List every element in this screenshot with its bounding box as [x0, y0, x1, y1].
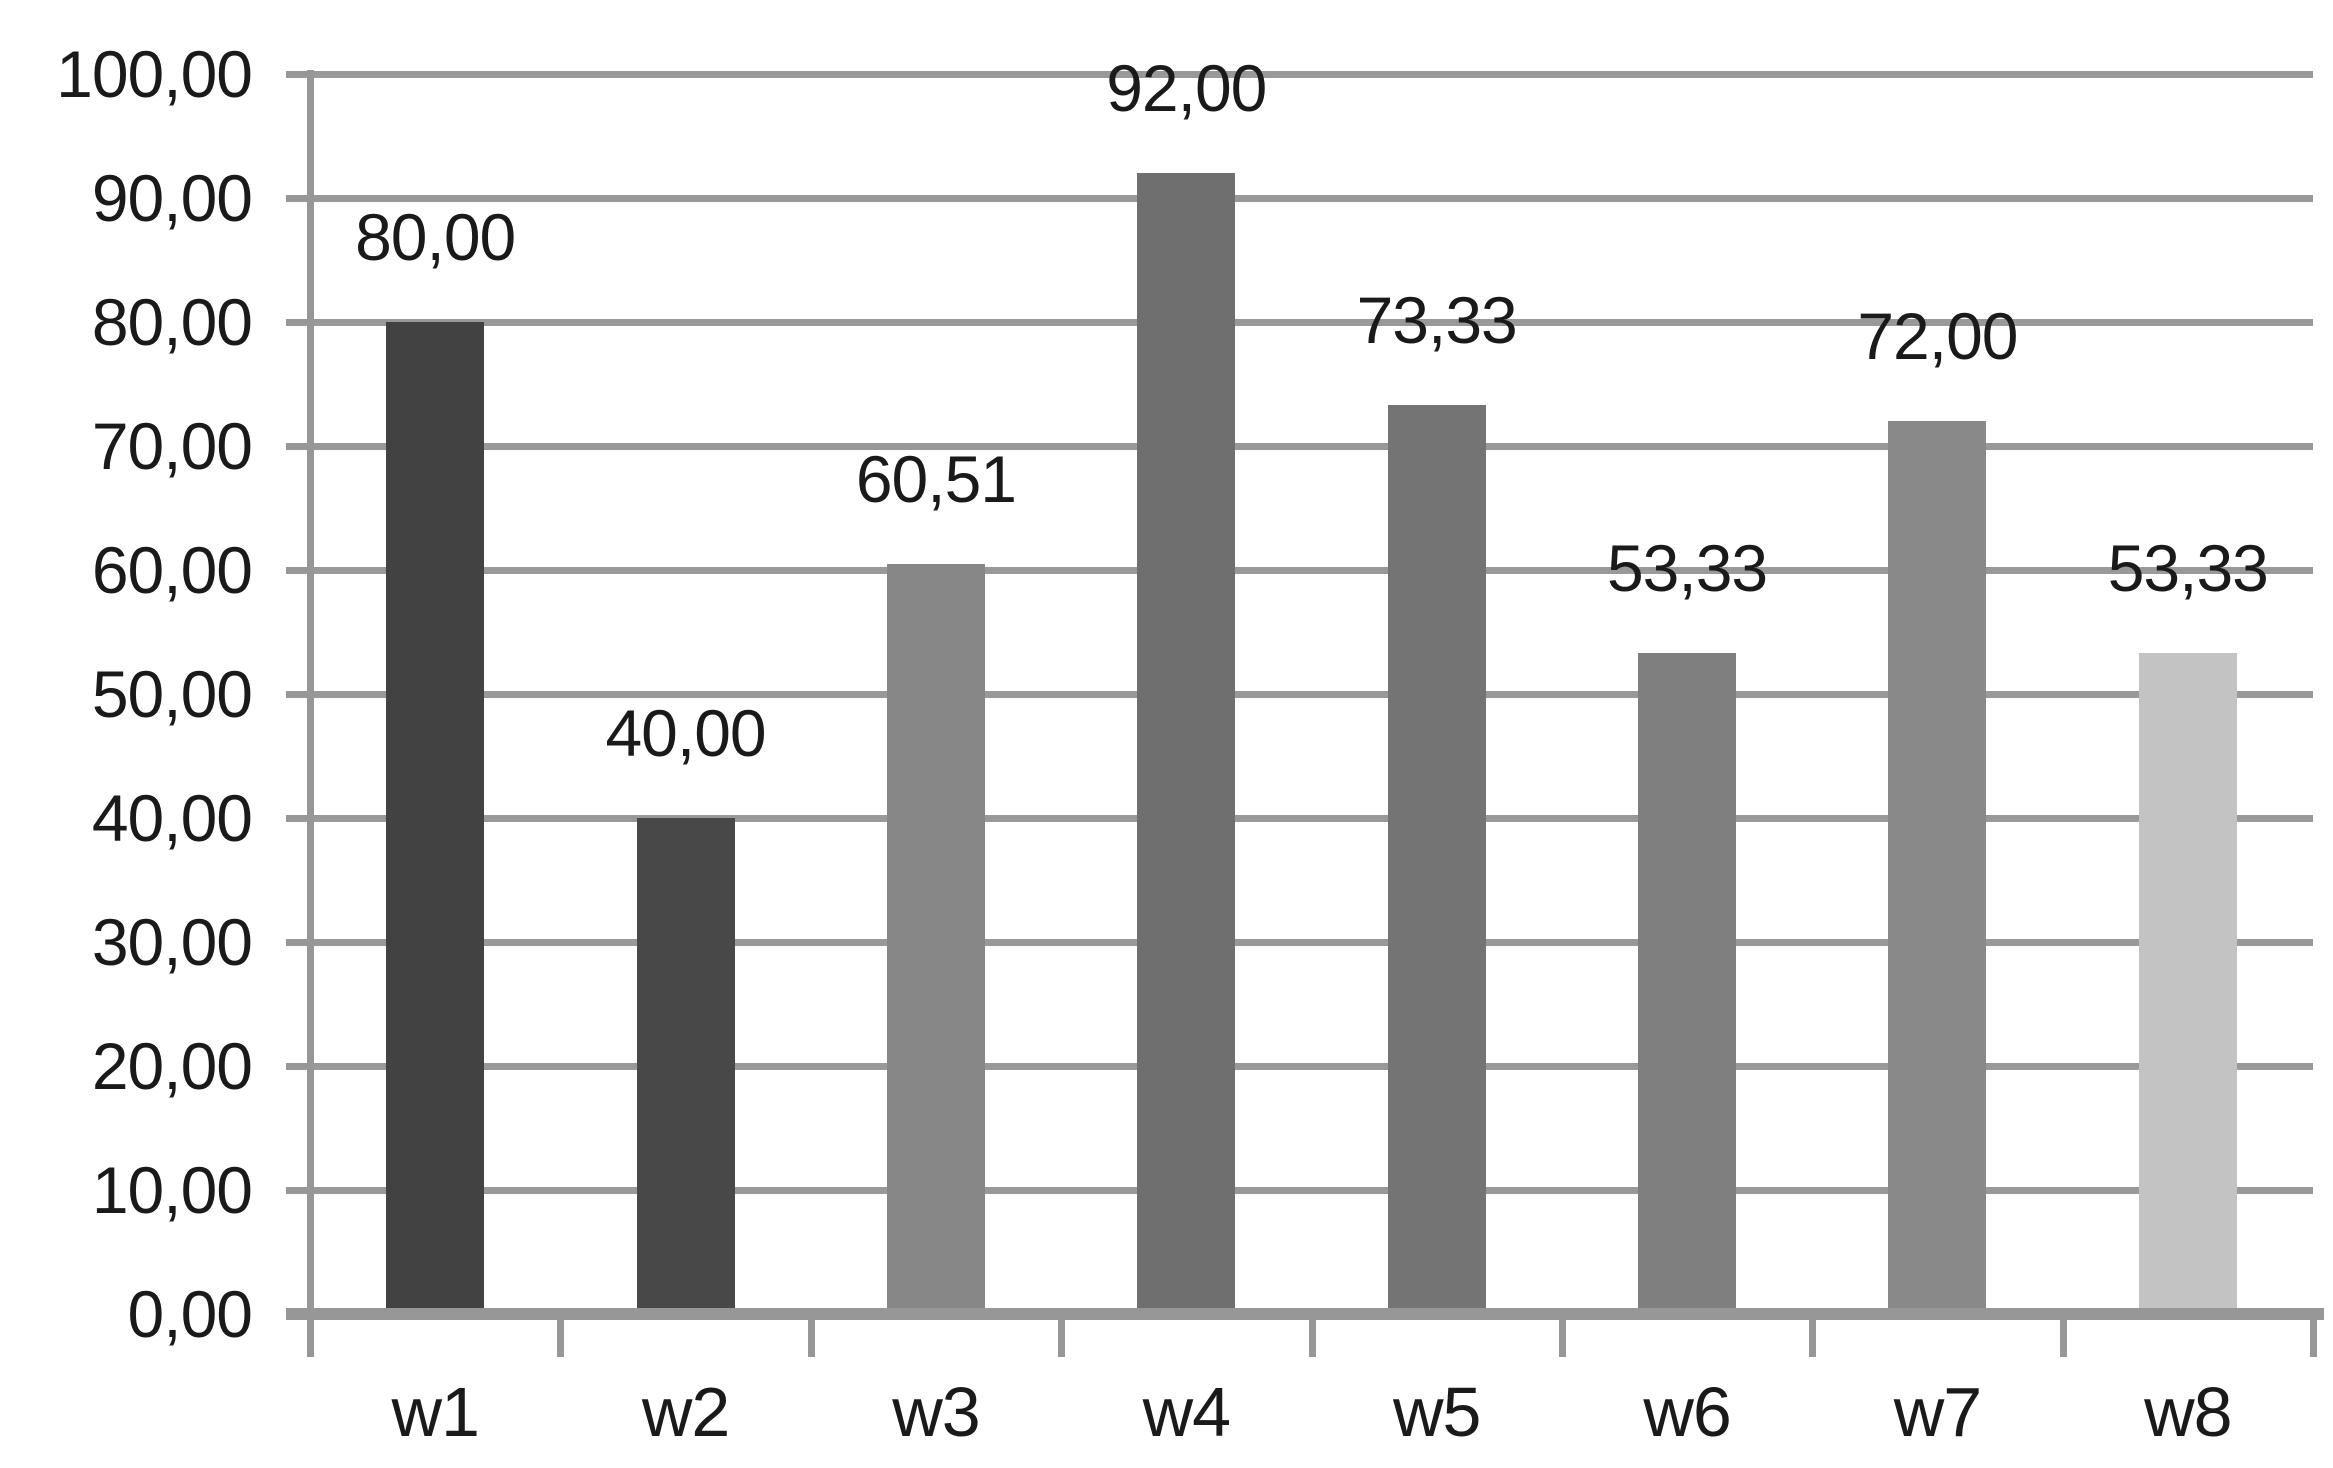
y-tick-label-20: 20,00 [91, 1029, 253, 1103]
bar-w4 [1137, 173, 1236, 1314]
gridline-100 [310, 71, 2313, 78]
y-tick-label-50: 50,00 [91, 657, 253, 731]
x-axis-line [286, 1308, 2324, 1320]
x-tick-mark-7 [2059, 1320, 2067, 1357]
bar-w8 [2138, 652, 2237, 1314]
x-tick-label-w1: w1 [391, 1373, 479, 1451]
bar-w2 [636, 818, 735, 1314]
bar-w6 [1638, 652, 1737, 1314]
y-tick-mark-60 [286, 567, 310, 574]
y-tick-mark-10 [286, 1187, 310, 1194]
x-tick-mark-8 [2310, 1320, 2317, 1357]
y-tick-mark-80 [286, 319, 310, 326]
y-tick-label-90: 90,00 [91, 161, 253, 235]
gridline-60 [310, 567, 2313, 574]
value-label-w7: 72,00 [1857, 299, 2018, 374]
x-tick-label-w2: w2 [641, 1373, 730, 1451]
x-tick-mark-0 [307, 1320, 314, 1357]
y-tick-label-30: 30,00 [91, 905, 253, 979]
value-label-w8: 53,33 [2107, 530, 2269, 605]
value-label-w6: 53,33 [1606, 530, 1768, 605]
value-label-w4: 92,00 [1106, 51, 1267, 126]
y-tick-label-70: 70,00 [91, 409, 253, 483]
x-tick-label-w8: w8 [2144, 1373, 2232, 1451]
x-tick-mark-1 [557, 1320, 565, 1357]
gridline-40 [310, 815, 2313, 822]
x-tick-label-w6: w6 [1643, 1373, 1731, 1451]
y-tick-mark-90 [286, 195, 310, 202]
value-label-w5: 73,33 [1356, 282, 1518, 357]
y-tick-label-0: 0,00 [127, 1277, 253, 1351]
bar-w5 [1387, 404, 1486, 1314]
gridline-20 [310, 1063, 2313, 1070]
y-tick-mark-100 [286, 71, 310, 78]
y-tick-mark-40 [286, 815, 310, 822]
gridline-10 [310, 1187, 2313, 1194]
gridline-80 [310, 319, 2313, 326]
gridline-50 [310, 691, 2313, 698]
bar-w7 [1888, 421, 1987, 1314]
y-tick-label-60: 60,00 [91, 533, 253, 607]
x-tick-label-w5: w5 [1392, 1373, 1481, 1451]
y-tick-mark-70 [286, 443, 310, 450]
x-tick-mark-4 [1308, 1320, 1316, 1357]
y-tick-mark-50 [286, 691, 310, 698]
value-label-w3: 60,51 [855, 441, 1017, 516]
x-tick-mark-5 [1558, 1320, 1566, 1357]
gridline-90 [310, 195, 2313, 202]
y-axis-line [307, 70, 314, 1357]
x-tick-label-w3: w3 [892, 1373, 980, 1451]
x-tick-mark-6 [1809, 1320, 1817, 1357]
x-tick-label-w7: w7 [1893, 1373, 1982, 1451]
y-tick-label-40: 40,00 [91, 781, 253, 855]
bar-w1 [386, 322, 485, 1314]
x-tick-mark-2 [807, 1320, 815, 1357]
value-label-w1: 80,00 [355, 200, 516, 274]
y-tick-mark-20 [286, 1063, 310, 1070]
gridline-70 [310, 443, 2313, 450]
bar-w3 [886, 563, 985, 1314]
y-tick-label-80: 80,00 [91, 285, 253, 359]
y-tick-label-100: 100,00 [56, 37, 253, 111]
gridline-30 [310, 939, 2313, 946]
y-tick-mark-30 [286, 939, 310, 946]
x-tick-label-w4: w4 [1142, 1373, 1231, 1451]
x-tick-mark-3 [1058, 1320, 1066, 1357]
value-label-w2: 40,00 [605, 696, 766, 770]
y-tick-label-10: 10,00 [91, 1153, 253, 1227]
